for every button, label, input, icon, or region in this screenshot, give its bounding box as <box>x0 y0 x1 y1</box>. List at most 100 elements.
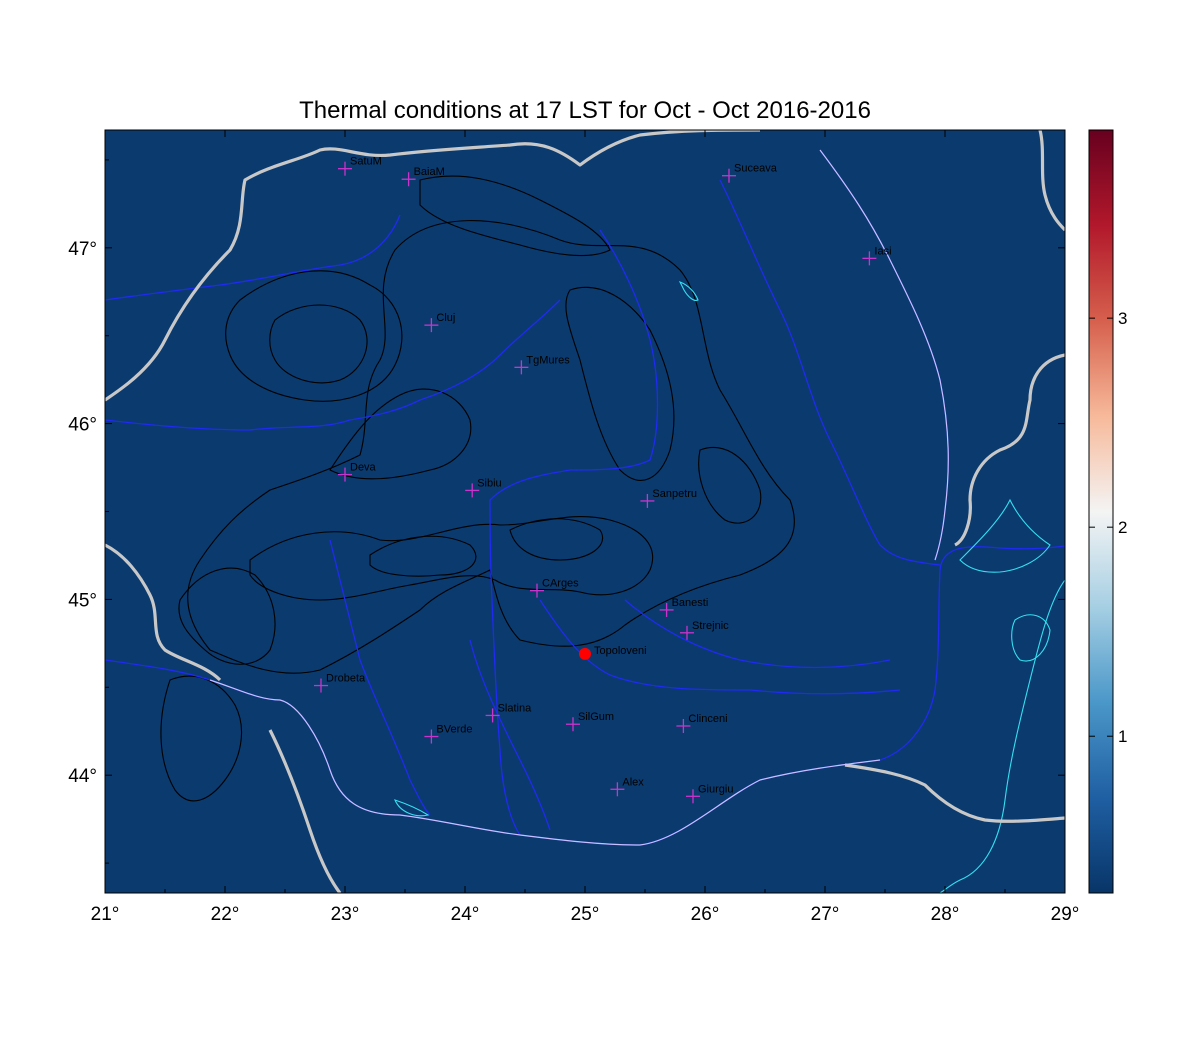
lon-tick-label: 29° <box>1051 904 1080 925</box>
lake-danube-south <box>394 799 430 817</box>
contour-fagaras <box>369 535 477 577</box>
contour-maramures <box>419 175 611 256</box>
colorbar: 1 2 3 <box>1088 129 1127 894</box>
station-cluj: Cluj <box>424 312 455 333</box>
station-label: Suceava <box>734 163 778 175</box>
highlight-label: Topoloveni <box>594 645 647 657</box>
station-label: SatuM <box>350 156 382 168</box>
border-serbia <box>105 543 222 682</box>
border-moldova <box>954 353 1065 547</box>
romania-border-outline <box>209 149 949 846</box>
station-label: Giurgiu <box>698 783 733 795</box>
country-borders <box>105 130 1065 893</box>
station-label: Strejnic <box>692 620 729 632</box>
contour-apuseni <box>225 270 403 402</box>
lon-tick-label: 27° <box>811 904 840 925</box>
lon-tick-label: 26° <box>691 904 720 925</box>
contour-bucegi <box>509 518 603 561</box>
river-ialomita <box>624 599 891 669</box>
station-label: Drobeta <box>326 673 366 685</box>
station-label: Sibiu <box>477 477 501 489</box>
lat-tick-label: 46° <box>68 415 97 436</box>
contour-vrancea <box>698 446 762 524</box>
station-label: TgMures <box>526 354 570 366</box>
station-bverde: BVerde <box>424 724 472 744</box>
colorbar-tick-label: 1 <box>1118 727 1127 746</box>
lon-tick-label: 23° <box>331 904 360 925</box>
colorbar-ticks: 1 2 3 <box>1089 309 1127 746</box>
river-vedea <box>469 639 551 831</box>
station-drobeta: Drobeta <box>314 673 366 693</box>
contour-apuseni-inner <box>269 304 368 384</box>
river-olt <box>489 229 659 836</box>
station-satum: SatuM <box>338 156 382 176</box>
coast-and-lakes <box>394 280 1065 893</box>
station-suceava: Suceava <box>722 163 778 183</box>
colorbar-tick-label: 2 <box>1118 518 1127 537</box>
river-mures <box>105 299 561 431</box>
lon-tick-label: 24° <box>451 904 480 925</box>
station-silgum: SilGum <box>566 711 614 732</box>
border-hungary-ukraine <box>105 130 761 402</box>
station-iasi: Iasi <box>862 245 892 266</box>
chart-title: Thermal conditions at 17 LST for Oct - O… <box>299 97 871 124</box>
border-prut-line <box>819 149 949 561</box>
lat-tick-label: 45° <box>68 590 97 611</box>
station-clinceni: Clinceni <box>676 713 728 733</box>
lake-bicaz <box>678 280 699 301</box>
border-ukraine-north <box>1038 130 1065 232</box>
station-slatina: Slatina <box>485 702 533 723</box>
station-label: Iasi <box>874 245 891 257</box>
danube-delta <box>959 498 1051 573</box>
station-label: BVerde <box>436 724 472 736</box>
station-alex: Alex <box>610 776 644 797</box>
station-label: Cluj <box>436 312 455 324</box>
station-carges: CArges <box>530 578 579 598</box>
lat-tick-label: 44° <box>68 766 97 787</box>
station-strejnic: Strejnic <box>680 620 729 640</box>
colorbar-tick-label: 3 <box>1118 309 1127 328</box>
station-label: Alex <box>622 776 644 788</box>
border-bulgaria <box>844 763 1065 823</box>
contour-eastern-carpathians <box>565 286 675 481</box>
border-danube-line <box>209 679 881 846</box>
station-label: Sanpetru <box>652 488 697 500</box>
lake-razim <box>1011 614 1051 662</box>
station-label: Deva <box>350 462 377 474</box>
longitude-axis: 21° 22° 23° 24° 25° 26° 27° 28° 29° <box>91 130 1080 925</box>
station-label: Clinceni <box>688 713 727 725</box>
station-sanpetru: Sanpetru <box>640 488 697 508</box>
river-arges <box>539 599 901 695</box>
lon-tick-label: 21° <box>91 904 120 925</box>
colorbar-scale <box>1088 129 1114 894</box>
station-baiam: BaiaM <box>401 166 445 187</box>
lon-tick-label: 22° <box>211 904 240 925</box>
map-panel: SatuM BaiaM Suceava Iasi Cluj TgMures Deva Sibi… <box>104 129 1066 894</box>
station-label: Slatina <box>498 702 533 714</box>
station-deva: Deva <box>338 462 377 482</box>
station-label: BaiaM <box>414 166 445 178</box>
station-label: Banesti <box>672 597 709 609</box>
lat-tick-label: 47° <box>68 239 97 260</box>
river-jiu <box>329 539 431 816</box>
river-somes <box>105 214 401 301</box>
station-label: CArges <box>542 578 579 590</box>
highlight-marker <box>579 647 591 660</box>
river-siret <box>719 179 941 566</box>
border-serbia-south <box>268 729 342 893</box>
station-giurgiu: Giurgiu <box>686 783 733 804</box>
stations: SatuM BaiaM Suceava Iasi Cluj TgMures Deva Sibi… <box>314 156 892 804</box>
station-banesti: Banesti <box>659 597 709 617</box>
highlight-station: Topoloveni <box>579 645 647 660</box>
thermal-field <box>105 130 1065 893</box>
station-sibiu: Sibiu <box>465 477 502 498</box>
contour-mehedinti <box>160 675 242 802</box>
station-label: SilGum <box>578 711 614 723</box>
lon-tick-label: 28° <box>931 904 960 925</box>
contour-banat <box>178 567 276 665</box>
station-tgmures: TgMures <box>514 354 570 375</box>
lon-tick-label: 25° <box>571 904 600 925</box>
latitude-axis: 44° 45° 46° 47° <box>68 159 1065 864</box>
black-sea-coast <box>939 579 1065 893</box>
